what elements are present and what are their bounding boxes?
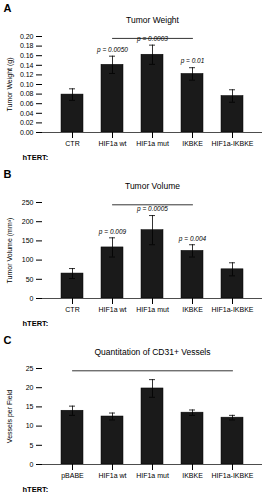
svg-text:5: 5 — [30, 442, 34, 449]
svg-text:Vessels per Field: Vessels per Field — [6, 390, 14, 443]
svg-text:HIF1a wt: HIF1a wt — [98, 140, 126, 147]
svg-text:p = 0.004: p = 0.004 — [178, 235, 207, 243]
svg-text:0.14: 0.14 — [20, 62, 34, 69]
svg-text:HIF1a-IKBKE: HIF1a-IKBKE — [211, 472, 253, 479]
svg-text:HIF1a-IKBKE: HIF1a-IKBKE — [211, 306, 253, 313]
svg-text:150: 150 — [22, 237, 34, 244]
svg-text:B: B — [4, 168, 12, 180]
svg-text:A: A — [4, 2, 12, 14]
svg-text:0.08: 0.08 — [20, 90, 34, 97]
svg-text:0: 0 — [30, 295, 34, 302]
svg-text:CTR: CTR — [65, 140, 79, 147]
svg-text:0: 0 — [30, 461, 34, 468]
svg-text:0.10: 0.10 — [20, 81, 34, 88]
svg-text:hTERT:: hTERT: — [23, 319, 49, 328]
svg-text:hTERT:: hTERT: — [23, 485, 49, 494]
svg-text:Tumor Weight (g): Tumor Weight (g) — [6, 57, 14, 111]
svg-text:0.00: 0.00 — [20, 129, 34, 136]
svg-text:25: 25 — [26, 365, 34, 372]
svg-text:100: 100 — [22, 256, 34, 263]
svg-text:pBABE: pBABE — [61, 472, 84, 480]
svg-text:hTERT:: hTERT: — [23, 153, 49, 162]
svg-text:200: 200 — [22, 218, 34, 225]
svg-text:p = 0.0005: p = 0.0005 — [136, 205, 168, 213]
svg-text:HIF1a mut: HIF1a mut — [136, 306, 169, 313]
svg-text:Quantitation of CD31+ Vessels: Quantitation of CD31+ Vessels — [95, 347, 211, 357]
svg-text:p = 0.0050: p = 0.0050 — [96, 46, 128, 54]
svg-text:10: 10 — [26, 422, 34, 429]
svg-text:Tumor Volume (mm³): Tumor Volume (mm³) — [6, 218, 14, 284]
svg-text:0.04: 0.04 — [20, 110, 34, 117]
svg-text:0.06: 0.06 — [20, 100, 34, 107]
svg-text:50: 50 — [26, 276, 34, 283]
svg-text:HIF1a wt: HIF1a wt — [98, 306, 126, 313]
svg-text:IKBKE: IKBKE — [182, 472, 203, 479]
svg-text:HIF1a-IKBKE: HIF1a-IKBKE — [211, 140, 253, 147]
svg-text:IKBKE: IKBKE — [182, 140, 203, 147]
svg-text:0.02: 0.02 — [20, 119, 34, 126]
svg-text:0.16: 0.16 — [20, 52, 34, 59]
svg-text:C: C — [4, 334, 12, 346]
svg-text:p = 0.01: p = 0.01 — [180, 57, 205, 65]
svg-text:15: 15 — [26, 403, 34, 410]
svg-text:p = 0.0003: p = 0.0003 — [136, 35, 168, 43]
svg-text:Tumor Weight: Tumor Weight — [126, 15, 180, 25]
svg-text:CTR: CTR — [65, 306, 79, 313]
svg-text:0.18: 0.18 — [20, 42, 34, 49]
svg-text:p = 0.009: p = 0.009 — [98, 228, 127, 236]
svg-text:HIF1a mut: HIF1a mut — [136, 140, 169, 147]
svg-text:IKBKE: IKBKE — [182, 306, 203, 313]
svg-text:250: 250 — [22, 199, 34, 206]
svg-text:Tumor Volume: Tumor Volume — [125, 181, 180, 191]
svg-text:0.20: 0.20 — [20, 33, 34, 40]
svg-text:20: 20 — [26, 384, 34, 391]
svg-text:0.12: 0.12 — [20, 71, 34, 78]
svg-text:HIF1a wt: HIF1a wt — [98, 472, 126, 479]
svg-text:HIF1a mut: HIF1a mut — [136, 472, 169, 479]
